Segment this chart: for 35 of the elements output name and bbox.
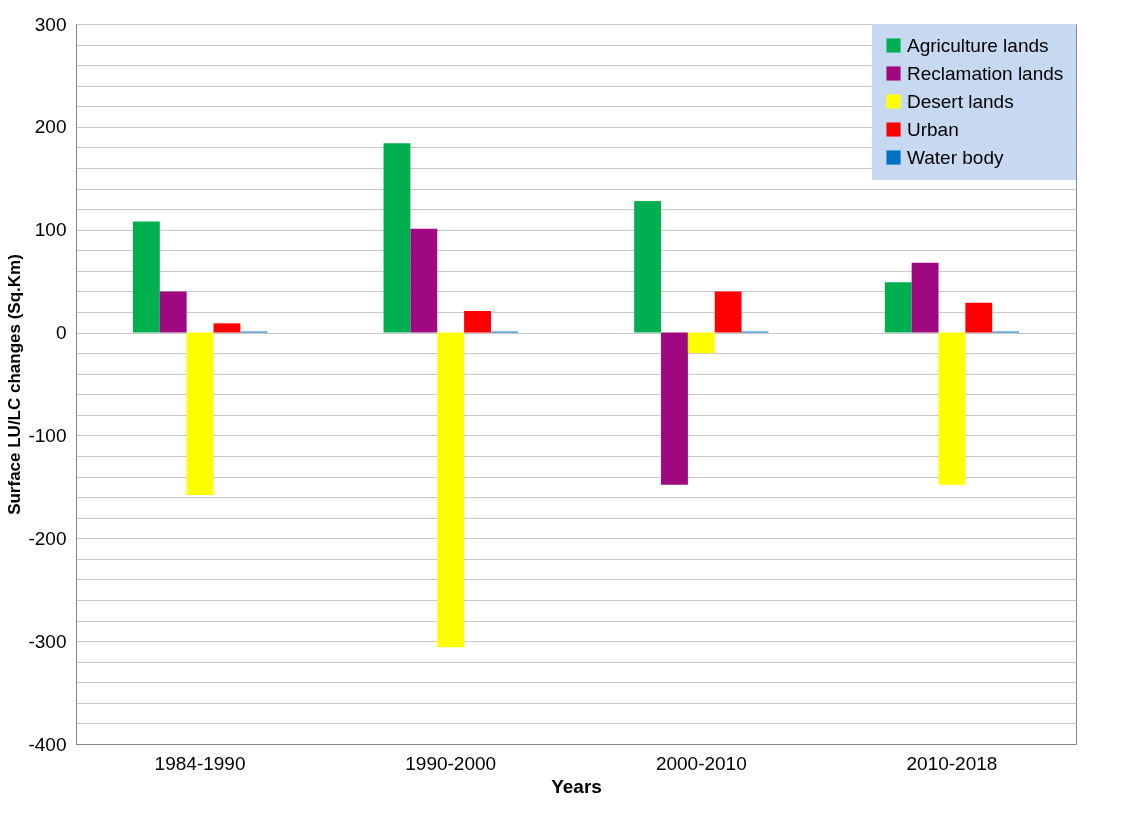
x-tick-label: 2010-2018 xyxy=(906,752,998,774)
bar xyxy=(410,228,438,333)
legend-label: Agriculture lands xyxy=(907,34,1049,56)
x-tick-label: 1984-1990 xyxy=(154,752,246,774)
bar xyxy=(159,291,187,333)
x-tick-label: 2000-2010 xyxy=(655,752,747,774)
bar xyxy=(661,332,688,485)
legend-label: Desert lands xyxy=(907,90,1014,112)
legend-label: Urban xyxy=(907,118,959,140)
bar xyxy=(965,302,993,333)
bar xyxy=(437,332,465,648)
x-axis-title: Years xyxy=(551,775,602,797)
y-tick-label: 100 xyxy=(34,219,67,241)
y-tick-label: 0 xyxy=(55,322,67,344)
legend-label: Water body xyxy=(907,146,1004,168)
y-tick-label: -400 xyxy=(28,733,67,755)
y-tick-label: 300 xyxy=(34,13,67,35)
y-tick-label: -100 xyxy=(28,424,67,446)
bar xyxy=(884,282,912,333)
y-tick-label: -200 xyxy=(28,527,67,549)
bar xyxy=(687,332,715,354)
bar xyxy=(132,221,160,333)
x-tick-label: 1990-2000 xyxy=(405,752,497,774)
y-tick-label: 200 xyxy=(34,116,67,138)
bar xyxy=(213,323,241,333)
bar xyxy=(634,200,662,333)
bar xyxy=(911,262,939,333)
y-axis-title: Surface LU/LC changes (Sq.Km) xyxy=(5,254,25,515)
bar xyxy=(714,291,742,333)
bar xyxy=(938,332,966,485)
bar xyxy=(383,143,411,333)
bar xyxy=(464,310,491,333)
y-tick-label: -300 xyxy=(28,630,67,652)
bar xyxy=(186,332,214,496)
legend-label: Reclamation lands xyxy=(907,62,1064,84)
